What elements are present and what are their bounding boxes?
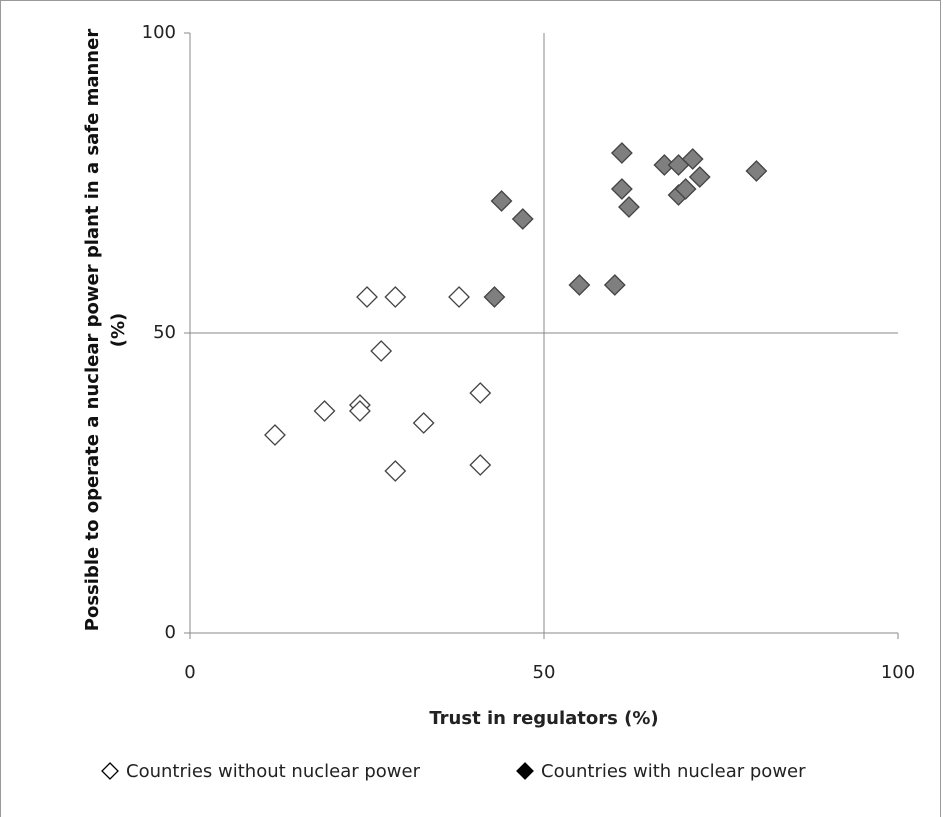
point xyxy=(688,166,711,188)
y-tick-label: 50 xyxy=(153,322,176,343)
point xyxy=(469,382,492,404)
point xyxy=(356,286,378,308)
point xyxy=(349,400,371,422)
legend-label: Countries without nuclear power xyxy=(126,761,421,782)
point xyxy=(603,274,626,296)
point xyxy=(610,142,633,164)
y-tick-label: 0 xyxy=(165,622,176,643)
legend-label: Countries with nuclear power xyxy=(541,761,806,782)
legend-marker xyxy=(101,762,119,780)
point xyxy=(483,286,506,308)
point xyxy=(384,460,407,482)
x-axis-label: Trust in regulators (%) xyxy=(429,708,658,729)
x-tick-label: 50 xyxy=(533,662,556,683)
point xyxy=(745,160,768,182)
point xyxy=(264,424,286,446)
point xyxy=(490,190,513,212)
point xyxy=(370,340,393,362)
point xyxy=(412,412,435,434)
point xyxy=(618,196,640,218)
point xyxy=(568,274,591,296)
point xyxy=(681,148,704,170)
point xyxy=(469,454,492,476)
x-tick-label: 100 xyxy=(881,662,915,683)
point xyxy=(448,286,470,308)
legend-marker xyxy=(516,762,534,780)
point xyxy=(384,286,407,308)
point xyxy=(511,208,534,230)
y-axis-label: Possible to operate a nuclear power plan… xyxy=(80,10,160,650)
point xyxy=(610,178,633,200)
x-tick-label: 0 xyxy=(184,662,195,683)
y-axis-label-text: Possible to operate a nuclear power plan… xyxy=(82,28,129,632)
point xyxy=(674,178,697,200)
point xyxy=(313,400,336,422)
y-tick-label: 100 xyxy=(142,22,176,43)
